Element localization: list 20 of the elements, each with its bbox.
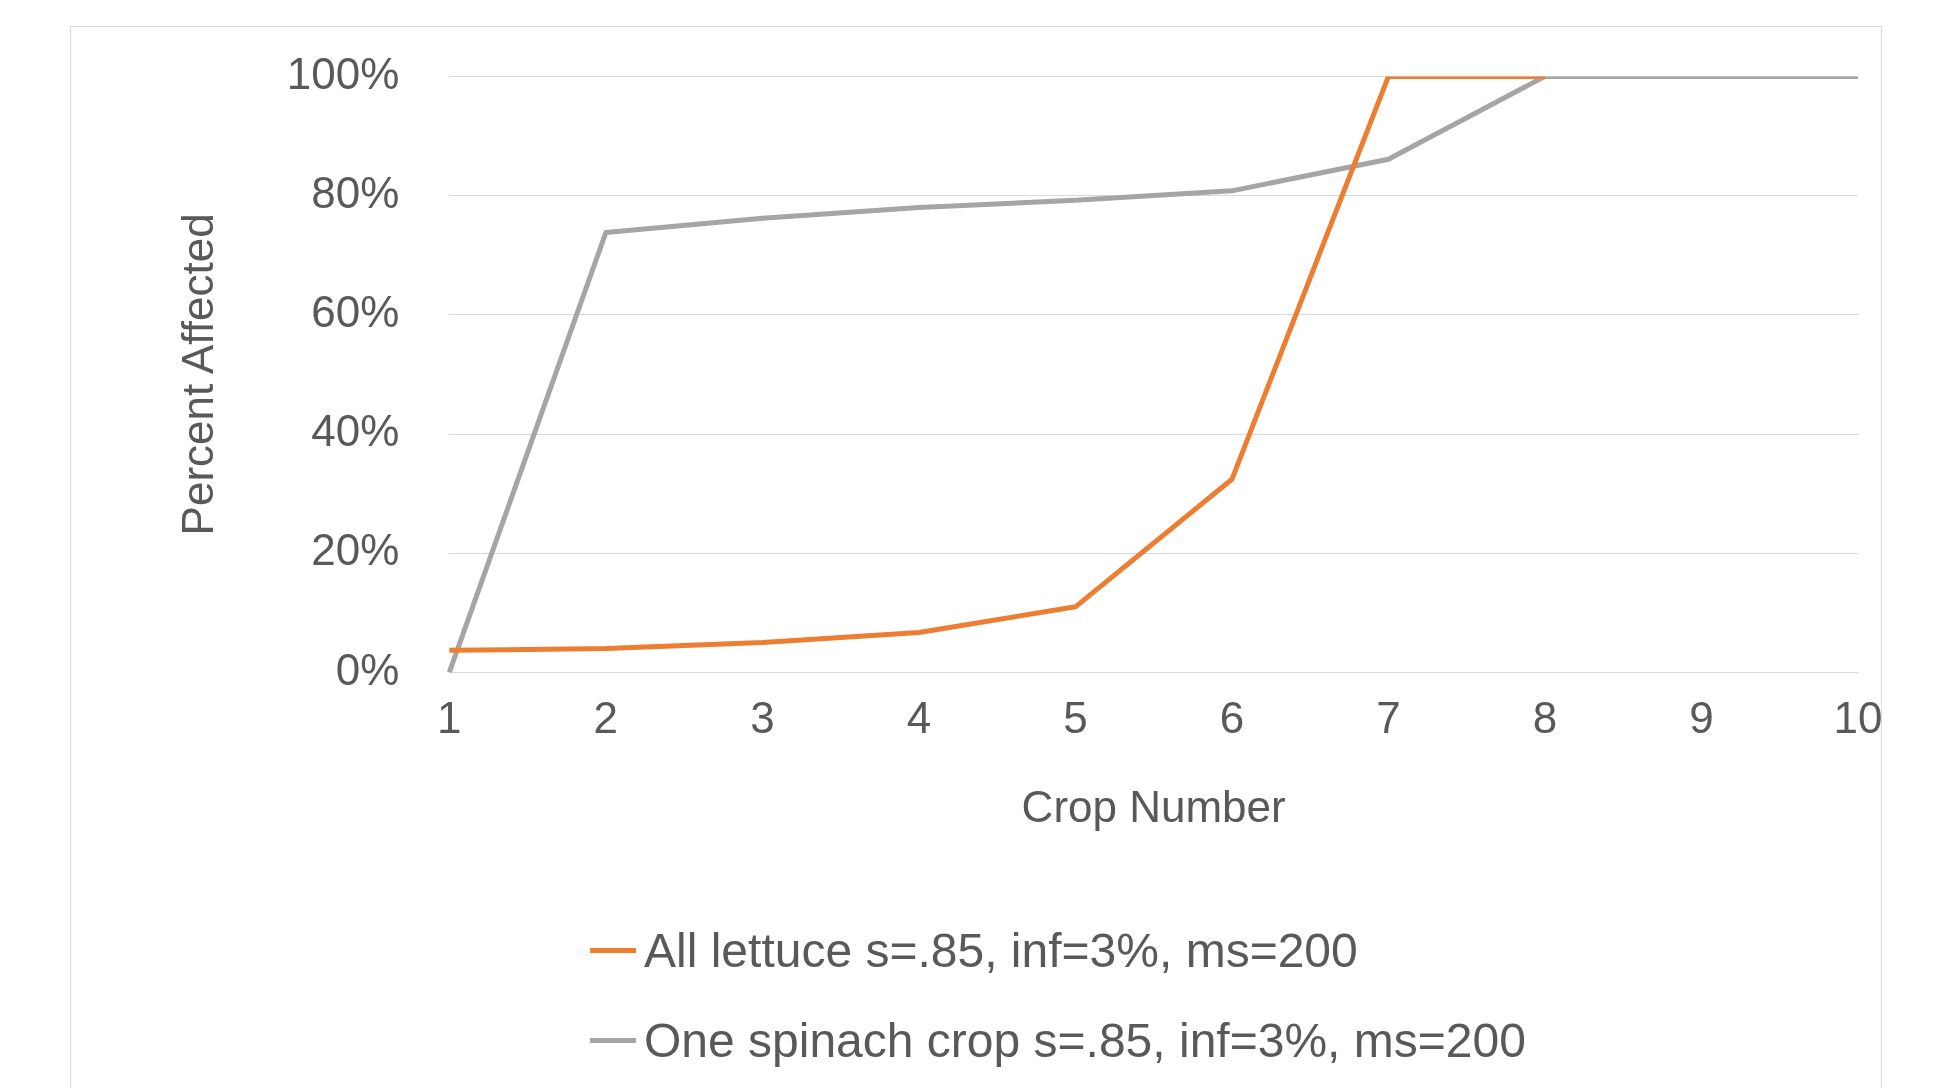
x-tick-label: 5 bbox=[1063, 692, 1088, 742]
x-tick-label: 6 bbox=[1219, 692, 1245, 742]
y-tick-label: 60% bbox=[311, 286, 400, 336]
y-tick-label: 100% bbox=[286, 48, 400, 98]
legend-label: One spinach crop s=.85, inf=3%, ms=200 bbox=[644, 1012, 1526, 1068]
y-tick-label: 0% bbox=[335, 644, 400, 694]
x-tick-label: 8 bbox=[1532, 692, 1558, 742]
x-tick-label: 7 bbox=[1376, 692, 1401, 742]
x-tick-label: 9 bbox=[1689, 692, 1714, 742]
x-tick-label: 10 bbox=[1833, 692, 1883, 742]
legend-label: All lettuce s=.85, inf=3%, ms=200 bbox=[644, 922, 1358, 978]
x-tick-label: 1 bbox=[437, 692, 462, 742]
x-axis-title: Crop Number bbox=[1021, 781, 1286, 831]
y-tick-label: 80% bbox=[311, 167, 400, 217]
x-tick-label: 4 bbox=[906, 692, 932, 742]
y-tick-label: 20% bbox=[311, 525, 400, 575]
y-axis-title: Percent Affected bbox=[172, 213, 222, 536]
x-tick-label: 2 bbox=[593, 692, 619, 742]
y-tick-label: 40% bbox=[311, 406, 400, 456]
x-tick-label: 3 bbox=[750, 692, 775, 742]
